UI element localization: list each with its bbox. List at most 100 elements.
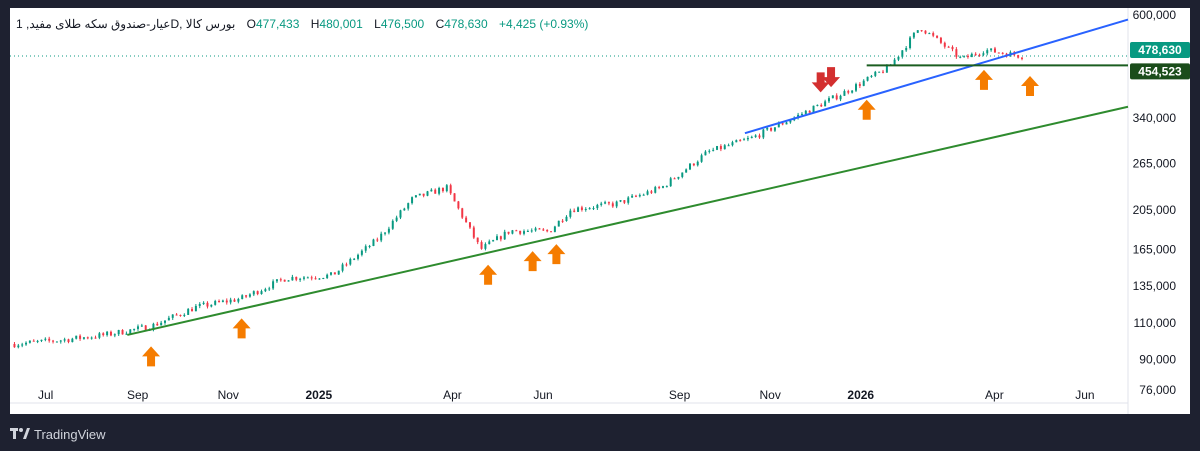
candle-body — [932, 33, 935, 36]
candle-body — [133, 328, 136, 330]
candle-body — [28, 340, 31, 343]
candle-body — [175, 314, 178, 316]
candle-body — [959, 56, 962, 58]
candle-body — [758, 135, 761, 138]
candle-body — [970, 53, 973, 58]
candle-body — [40, 339, 43, 341]
candle-body — [198, 304, 201, 306]
candle-body — [515, 230, 518, 232]
candle-body — [781, 123, 784, 125]
candle-body — [345, 264, 348, 266]
candle-body — [839, 95, 842, 100]
candle-body — [384, 232, 387, 234]
up-arrow-icon — [142, 346, 161, 367]
candle-body — [86, 337, 89, 339]
candle-body — [735, 140, 738, 143]
level-price-label: 454,523 — [1130, 63, 1190, 80]
candle-body — [322, 277, 325, 279]
up-arrow-icon — [232, 318, 251, 339]
candle-body — [461, 208, 464, 218]
candle-body — [592, 208, 595, 210]
candle-body — [268, 288, 271, 290]
candle-body — [314, 278, 317, 280]
candle-body — [955, 49, 958, 57]
candle-body — [318, 278, 321, 280]
candle-body — [229, 299, 232, 303]
low-value: 476,500 — [380, 17, 425, 31]
candle-body — [878, 71, 881, 73]
candle-body — [248, 294, 251, 297]
candle-body — [476, 237, 479, 243]
candle-body — [210, 304, 213, 307]
candle-body — [573, 210, 576, 212]
x-tick-label: Nov — [218, 388, 239, 402]
candle-body — [808, 110, 811, 113]
x-tick-label: Sep — [127, 388, 149, 402]
candle-body — [376, 239, 379, 241]
candle-body — [156, 323, 159, 326]
y-tick-label: 135,000 — [1133, 279, 1177, 293]
candle-body — [661, 186, 664, 188]
candle-body — [654, 187, 657, 193]
candle-body — [152, 323, 155, 330]
candle-body — [283, 279, 286, 282]
candle-body — [719, 146, 722, 150]
candle-body — [584, 209, 587, 211]
candle-body — [403, 208, 406, 211]
candle-body — [329, 272, 332, 275]
y-tick-label: 205,000 — [1133, 203, 1177, 217]
y-tick-label: 90,000 — [1139, 352, 1176, 366]
candle-body — [380, 233, 383, 241]
candle-body — [264, 289, 267, 292]
up-arrow-icon — [1021, 76, 1040, 97]
candle-body — [113, 334, 116, 336]
candle-body — [924, 30, 927, 34]
candle-body — [144, 325, 147, 331]
candle-body — [723, 145, 726, 150]
candle-body — [453, 193, 456, 202]
tradingview-brand[interactable]: TradingView — [10, 424, 106, 444]
candle-body — [905, 48, 908, 51]
candle-body — [499, 236, 502, 240]
high-label: H — [310, 17, 320, 31]
candle-body — [256, 291, 259, 295]
candle-body — [708, 150, 711, 152]
candle-body — [727, 145, 730, 147]
candle-body — [947, 46, 950, 48]
candle-body — [484, 244, 487, 249]
candle-body — [681, 172, 684, 177]
candle-body — [743, 139, 746, 141]
last-price-label: 478,630 — [1130, 42, 1190, 59]
candle-body — [835, 95, 838, 100]
candle-body — [449, 185, 452, 194]
candle-body — [310, 277, 313, 279]
candle-body — [797, 114, 800, 118]
candle-body — [492, 240, 495, 242]
candle-body — [716, 146, 719, 150]
candle-body — [299, 278, 302, 280]
candle-body — [897, 56, 900, 60]
chart-panel[interactable] — [10, 8, 1190, 414]
high-value: 480,001 — [319, 17, 363, 31]
candle-body — [646, 191, 649, 195]
candle-body — [580, 207, 583, 210]
candle-body — [260, 291, 263, 295]
candle-body — [21, 344, 24, 346]
candle-body — [777, 123, 780, 128]
candle-body — [295, 276, 298, 280]
price-label-text: 478,630 — [1138, 43, 1182, 57]
candle-body — [90, 337, 93, 339]
candle-body — [399, 210, 402, 218]
open-label: O — [246, 17, 256, 31]
candle-body — [936, 35, 939, 38]
candle-body — [82, 337, 85, 339]
candle-body — [202, 302, 205, 305]
candle-body — [816, 104, 819, 106]
candle-body — [472, 227, 475, 238]
x-tick-label: Jun — [1075, 388, 1094, 402]
candle-body — [638, 195, 641, 197]
candle-body — [530, 230, 533, 232]
candle-body — [221, 300, 224, 302]
candle-body — [252, 291, 255, 295]
